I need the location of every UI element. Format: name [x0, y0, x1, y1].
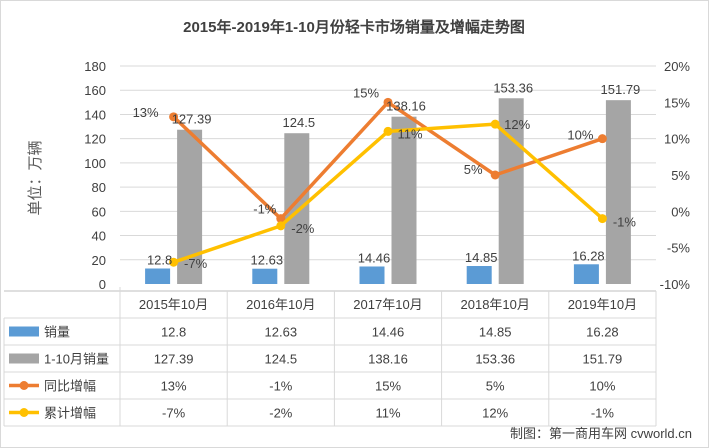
y-tick-label: 140 — [84, 107, 106, 122]
bar-sales — [573, 264, 599, 284]
legend-swatch — [9, 353, 39, 364]
line-cumulative-point — [276, 221, 286, 231]
table-cell: 12.8 — [161, 325, 186, 340]
table-cell: 14.85 — [479, 325, 512, 340]
bar-sales-label: 12.8 — [147, 252, 172, 267]
table-cell: 151.79 — [583, 352, 623, 367]
yoy-label: -1% — [253, 202, 277, 217]
bar-sales — [145, 268, 171, 284]
y-tick-label: 60 — [92, 204, 106, 219]
y2-tick-label: -5% — [667, 241, 691, 256]
bar-sales-label: 14.85 — [465, 250, 498, 265]
table-cell: -2% — [269, 406, 293, 421]
right-axis-ticks: -10% -5% 0% 5% 10% 15% 20% — [660, 59, 691, 292]
table-cell: -1% — [591, 406, 615, 421]
table-cell: 10% — [589, 379, 615, 394]
legend-swatch — [9, 326, 39, 337]
table-cell: -7% — [162, 406, 186, 421]
legend-marker — [19, 408, 29, 417]
bar-sales — [359, 266, 385, 284]
line-yoy-point — [383, 97, 393, 107]
yoy-label: 10% — [567, 128, 593, 143]
table-cell: 13% — [161, 379, 187, 394]
yoy-label: 15% — [353, 85, 379, 100]
bar-ytd-sales — [391, 116, 417, 285]
cumulative-label: 12% — [504, 117, 530, 132]
y-tick-label: 160 — [84, 83, 106, 98]
line-cumulative-point — [597, 214, 607, 224]
left-axis-ticks: 0 20 40 60 80 100 120 140 160 180 — [84, 59, 106, 292]
bar-sales — [466, 266, 492, 284]
line-cumulative-point — [169, 257, 179, 267]
bar-ytd-label: 124.5 — [283, 115, 316, 130]
table-cell: 14.46 — [372, 325, 405, 340]
cumulative-label: -2% — [291, 221, 315, 236]
bar-sales-label: 16.28 — [572, 248, 605, 263]
legend-label: 销量 — [44, 325, 70, 340]
data-table: 2015年10月 2016年10月 2017年10月 2018年10月 2019年10月… — [3, 287, 657, 427]
x-category-label: 2016年10月 — [246, 297, 315, 312]
bar-ytd-sales — [605, 100, 631, 285]
table-cell: 16.28 — [586, 325, 619, 340]
x-category-label: 2017年10月 — [353, 297, 422, 312]
data-labels: 12.8 127.39 12.63 124.5 14.46 138.16 14.85 153.… — [133, 80, 641, 271]
yoy-label: 13% — [133, 105, 159, 120]
bar-ytd-label: 153.36 — [493, 80, 533, 95]
y2-tick-label: 5% — [671, 168, 690, 183]
line-cumulative-point — [383, 126, 393, 136]
y-tick-label: 100 — [84, 156, 106, 171]
y2-tick-label: 20% — [664, 59, 690, 74]
bar-sales — [252, 268, 278, 284]
cumulative-label: 11% — [397, 126, 422, 141]
y-tick-label: 0 — [99, 277, 106, 292]
cumulative-label: -1% — [613, 215, 637, 230]
line-yoy-point — [597, 134, 607, 144]
legend-label: 同比增幅 — [44, 379, 96, 394]
bar-sales-label: 12.63 — [251, 253, 284, 268]
line-yoy-point — [490, 170, 500, 180]
table-cell: 12% — [482, 406, 508, 421]
cumulative-label: -7% — [184, 256, 208, 271]
table-cell: 124.5 — [265, 352, 298, 367]
line-yoy-point — [276, 214, 286, 224]
line-cumulative-point — [490, 119, 500, 129]
y-tick-label: 20 — [92, 253, 106, 268]
bar-sales-label: 14.46 — [358, 250, 391, 265]
y2-tick-label: -10% — [660, 277, 691, 292]
yoy-label: 5% — [464, 162, 483, 177]
x-category-label: 2015年10月 — [139, 297, 208, 312]
y-tick-label: 180 — [84, 59, 106, 74]
line-yoy-point — [169, 112, 179, 122]
table-cell: -1% — [269, 379, 293, 394]
table-cell: 11% — [375, 406, 400, 421]
bar-ytd-label: 138.16 — [386, 99, 426, 114]
x-category-label: 2019年10月 — [568, 297, 637, 312]
lines — [169, 97, 607, 267]
y2-tick-label: 0% — [671, 204, 690, 219]
chart-title: 2015年-2019年1-10月份轻卡市场销量及增幅走势图 — [183, 18, 525, 36]
legend-marker — [19, 381, 29, 390]
bar-ytd-label: 127.39 — [172, 112, 212, 127]
y-tick-label: 80 — [92, 180, 106, 195]
legend-label: 1-10月销量 — [44, 352, 109, 367]
y2-tick-label: 15% — [664, 95, 690, 110]
table-cell: 5% — [486, 379, 505, 394]
table-cell: 15% — [375, 379, 401, 394]
gridlines — [120, 65, 656, 261]
y-axis-label: 单位：万辆 — [27, 140, 44, 215]
y-tick-label: 120 — [84, 132, 106, 147]
table-cell: 127.39 — [154, 352, 194, 367]
table-cell: 12.63 — [265, 325, 298, 340]
y2-tick-label: 10% — [664, 132, 690, 147]
credit-text: 制图：第一商用车网 cvworld.cn — [510, 426, 692, 441]
table-cell: 153.36 — [475, 352, 515, 367]
y-tick-label: 40 — [92, 229, 106, 244]
bar-ytd-label: 151.79 — [601, 82, 641, 97]
table-cell: 138.16 — [368, 352, 408, 367]
legend-label: 累计增幅 — [44, 406, 96, 421]
x-category-label: 2018年10月 — [461, 297, 530, 312]
